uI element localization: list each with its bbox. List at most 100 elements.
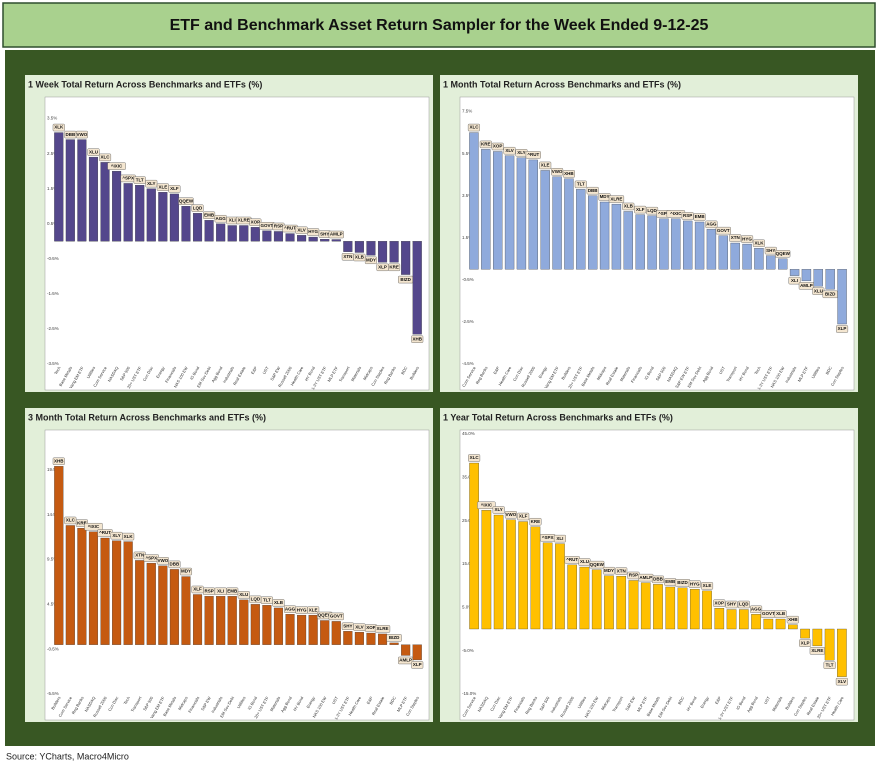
data-label: RSP <box>274 224 283 229</box>
data-label: XLC <box>469 125 479 130</box>
data-label-box <box>652 575 665 584</box>
bar <box>412 241 422 335</box>
bar <box>297 614 307 645</box>
bar <box>262 230 272 242</box>
data-label-box <box>145 179 158 188</box>
bar <box>389 642 399 645</box>
data-label: EMB <box>695 214 706 219</box>
bar <box>677 587 688 630</box>
y-tick-label: -5.5% <box>47 691 59 696</box>
data-label: ^RUT <box>99 530 111 535</box>
data-label: XOP <box>715 600 725 605</box>
bar <box>181 576 191 645</box>
data-label: AGG <box>216 216 227 221</box>
data-label-box <box>799 639 812 647</box>
bar <box>354 241 364 253</box>
data-label-box <box>374 625 391 633</box>
data-label: SHY <box>766 248 775 253</box>
bar <box>812 628 823 647</box>
bar <box>653 584 663 630</box>
data-label-box <box>551 168 564 176</box>
data-label: XLI <box>556 536 563 541</box>
data-label-box <box>411 335 424 343</box>
x-tick-label: Tech <box>53 366 62 376</box>
bar <box>54 132 64 242</box>
bar <box>158 192 168 242</box>
chart-title: 1 Year Total Return Across Benchmarks an… <box>443 412 673 422</box>
x-tick-label: Builders <box>50 696 62 711</box>
bar <box>135 560 145 645</box>
bar <box>216 223 226 242</box>
data-label-box <box>87 148 100 156</box>
data-label-box <box>492 506 505 514</box>
bar <box>718 235 728 270</box>
data-label: XLP <box>413 662 422 667</box>
data-label: RSP <box>683 213 692 218</box>
data-label: XLV <box>355 624 363 629</box>
data-label-box <box>809 647 825 655</box>
bar <box>599 201 610 270</box>
x-tick-label: Builders <box>408 366 420 381</box>
x-tick-label: UST <box>763 695 772 705</box>
bar <box>308 614 318 645</box>
bar <box>377 241 388 263</box>
bar <box>635 214 645 270</box>
data-label-box <box>589 560 605 569</box>
bar <box>146 562 156 645</box>
data-label: VWO <box>552 169 563 174</box>
bar <box>308 236 318 242</box>
data-label-box <box>701 582 714 590</box>
bar <box>169 193 179 242</box>
data-label-box <box>203 211 216 219</box>
bar <box>77 527 87 645</box>
data-label: KRE <box>389 264 399 269</box>
bar <box>239 225 249 242</box>
bar <box>65 525 75 645</box>
bar <box>273 607 284 645</box>
data-label: XLB <box>355 255 365 260</box>
data-label-box <box>168 560 181 569</box>
data-label: XLU <box>239 592 248 597</box>
data-label: VWO <box>157 558 168 563</box>
data-label: XLRE <box>610 196 622 201</box>
y-tick-label: 5.5% <box>462 151 472 156</box>
data-label: HYG <box>690 581 700 586</box>
data-label-box <box>788 276 801 285</box>
y-tick-label: 3.5% <box>462 193 472 198</box>
bar <box>738 609 749 630</box>
data-label-box <box>517 512 530 521</box>
data-label: RSP <box>204 588 213 593</box>
y-tick-label: -2.5% <box>462 319 474 324</box>
bar <box>825 269 835 290</box>
data-label: XLRE <box>238 218 250 223</box>
data-label: XLF <box>193 587 202 592</box>
bar <box>647 215 657 270</box>
data-label: ^IXIC <box>670 211 682 216</box>
data-label: XLRE <box>377 626 389 631</box>
y-tick-label: -0.5% <box>462 277 474 282</box>
x-tick-label: E&P <box>250 365 258 375</box>
data-label: HYG <box>308 229 318 234</box>
data-label: ^SPX <box>658 211 670 216</box>
x-tick-label: Midcaps <box>177 696 189 711</box>
data-label: XLE <box>158 184 167 189</box>
data-label-box <box>752 239 765 247</box>
data-label: XLY <box>112 533 120 538</box>
data-label: XLU <box>814 288 823 293</box>
data-label-box <box>52 123 65 132</box>
data-label: XLV <box>838 679 846 684</box>
data-label: ^SPX <box>145 555 157 560</box>
x-tick-label: E&P <box>714 695 722 705</box>
data-label: QQEW <box>776 251 791 256</box>
data-label: TLT <box>136 177 144 182</box>
x-tick-label: BDC <box>388 695 397 705</box>
data-label-box <box>693 213 706 221</box>
data-label: AGG <box>706 222 717 227</box>
bar <box>766 255 776 270</box>
bar <box>837 269 847 325</box>
x-tick-label: Energy <box>305 696 316 709</box>
data-label: BIZD <box>677 580 688 585</box>
bar <box>604 575 614 630</box>
bar <box>671 218 681 270</box>
data-label: XLP <box>838 326 847 331</box>
